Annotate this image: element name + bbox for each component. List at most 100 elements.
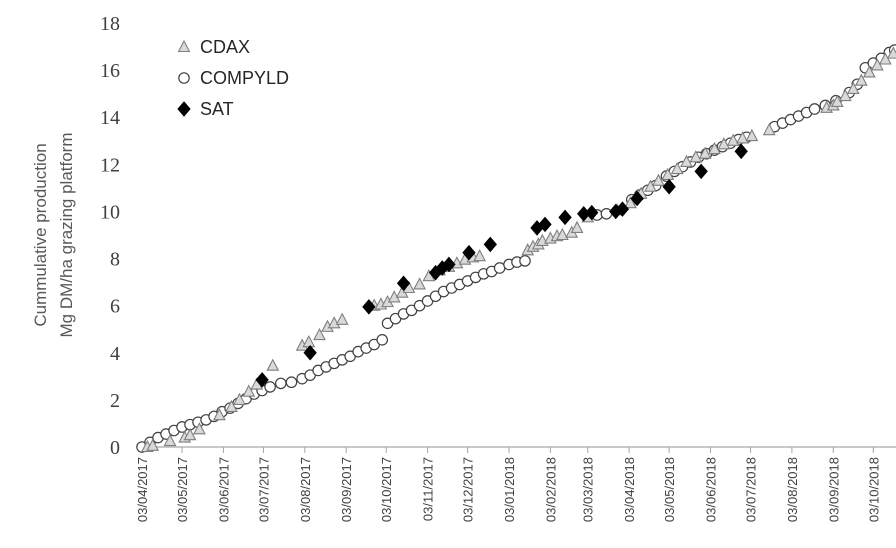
y-tick-label: 16 <box>100 60 120 82</box>
y-tick-label: 4 <box>110 343 120 365</box>
y-axis-title: Cummulative production Mg DM/ha grazing … <box>31 132 76 337</box>
cdax-point <box>313 327 326 341</box>
x-tick-labels: 03/04/2017 03/05/2017 03/06/2017 03/07/2017… <box>135 457 881 522</box>
x-tick-label: 03/07/2017 <box>256 457 271 522</box>
sat-point <box>362 299 376 315</box>
sat-point <box>483 236 497 253</box>
cdax-point <box>225 399 238 413</box>
y-tick-label: 10 <box>100 201 120 223</box>
legend-label-sat: SAT <box>200 99 234 119</box>
compyld-point <box>519 255 531 267</box>
cdax-point <box>689 150 703 163</box>
y-tick-label: 8 <box>110 249 120 271</box>
cdax-point <box>745 128 759 142</box>
compyld-point <box>274 377 287 390</box>
series-cdax <box>140 46 896 453</box>
compyld-point <box>808 103 821 115</box>
cdax-point <box>413 277 426 290</box>
cdax-point <box>878 52 892 65</box>
cdax-point <box>335 312 349 325</box>
sat-point <box>462 244 476 261</box>
cdax-point <box>862 65 876 78</box>
sat-point <box>694 163 708 180</box>
y-tick-labels: 0 2 4 6 8 10 12 14 16 18 <box>100 13 120 459</box>
cdax-point <box>644 179 657 192</box>
compyld-point <box>376 334 389 346</box>
x-tick-label: 03/05/2017 <box>175 457 190 522</box>
cdax-point <box>570 220 584 233</box>
y-tick-label: 14 <box>100 107 120 129</box>
legend-marker-sat <box>177 101 191 117</box>
x-tick-label: 03/06/2018 <box>704 457 719 522</box>
compyld-point <box>285 376 298 389</box>
cdax-point <box>212 408 226 421</box>
cdax-point <box>183 428 197 441</box>
cdax-point <box>886 46 896 59</box>
x-tick-marks <box>141 447 874 453</box>
cdax-point <box>555 227 569 241</box>
cdax-point <box>870 58 884 71</box>
compyld-point <box>600 208 613 220</box>
y-tick-label: 2 <box>110 390 120 412</box>
legend: CDAX COMPYLD SAT <box>177 37 289 119</box>
sat-point <box>662 178 676 195</box>
cdax-point <box>854 73 868 86</box>
cdax-point <box>624 196 637 209</box>
compyld-point <box>264 381 276 393</box>
sat-point <box>538 216 552 233</box>
sat-point <box>585 204 599 221</box>
x-tick-label: 03/11/2017 <box>421 457 436 521</box>
sat-point <box>615 201 630 217</box>
cdax-point <box>327 316 341 329</box>
data-points <box>136 44 896 453</box>
legend-marker-compyld <box>178 72 190 84</box>
x-tick-label: 03/01/2018 <box>502 457 517 522</box>
cdax-point <box>680 154 693 168</box>
y-axis-title-line-2: Mg DM/ha grazing platform <box>57 132 76 337</box>
y-tick-label: 18 <box>100 13 120 35</box>
cdax-point <box>233 392 246 405</box>
sat-point <box>734 143 748 160</box>
legend-label-cdax: CDAX <box>200 37 250 57</box>
cdax-point <box>838 88 852 102</box>
x-tick-label: 03/08/2018 <box>785 457 800 522</box>
sat-point <box>558 209 572 226</box>
y-axis-title-line-1: Cummulative production <box>31 143 50 326</box>
cdax-point <box>846 81 860 95</box>
y-tick-label: 6 <box>110 296 120 318</box>
cdax-point <box>661 167 675 180</box>
legend-label-compyld: COMPYLD <box>200 68 289 88</box>
x-tick-label: 03/03/2018 <box>581 457 596 522</box>
cdax-point <box>302 334 316 348</box>
cdax-point <box>708 141 721 155</box>
cdax-point <box>717 137 731 150</box>
x-tick-label: 03/06/2017 <box>216 457 231 522</box>
x-tick-label: 03/12/2017 <box>461 457 476 522</box>
sat-point <box>396 275 411 292</box>
cdax-point <box>473 249 487 262</box>
x-tick-label: 03/10/2017 <box>379 457 394 522</box>
x-tick-label: 03/04/2018 <box>622 457 637 522</box>
cdax-point <box>266 358 280 371</box>
x-tick-label: 03/04/2017 <box>135 457 150 522</box>
y-tick-label: 12 <box>100 154 120 176</box>
cdax-point <box>726 133 740 146</box>
cdax-point <box>242 384 256 397</box>
x-tick-label: 03/05/2018 <box>662 457 677 522</box>
cdax-point <box>146 438 160 451</box>
cdax-point <box>670 161 684 175</box>
x-tick-label: 03/09/2017 <box>339 457 354 522</box>
x-tick-label: 03/02/2018 <box>543 457 558 522</box>
sat-point <box>630 190 644 207</box>
x-tick-label: 03/10/2018 <box>866 457 881 522</box>
cdax-point <box>830 94 844 107</box>
series-sat <box>255 143 748 388</box>
legend-marker-cdax <box>177 39 191 53</box>
cdax-point <box>163 433 177 447</box>
cdax-point <box>736 131 749 144</box>
cdax-point <box>698 146 712 159</box>
x-tick-label: 03/08/2017 <box>298 457 313 522</box>
sat-point <box>303 345 317 361</box>
x-tick-label: 03/07/2018 <box>744 457 759 522</box>
